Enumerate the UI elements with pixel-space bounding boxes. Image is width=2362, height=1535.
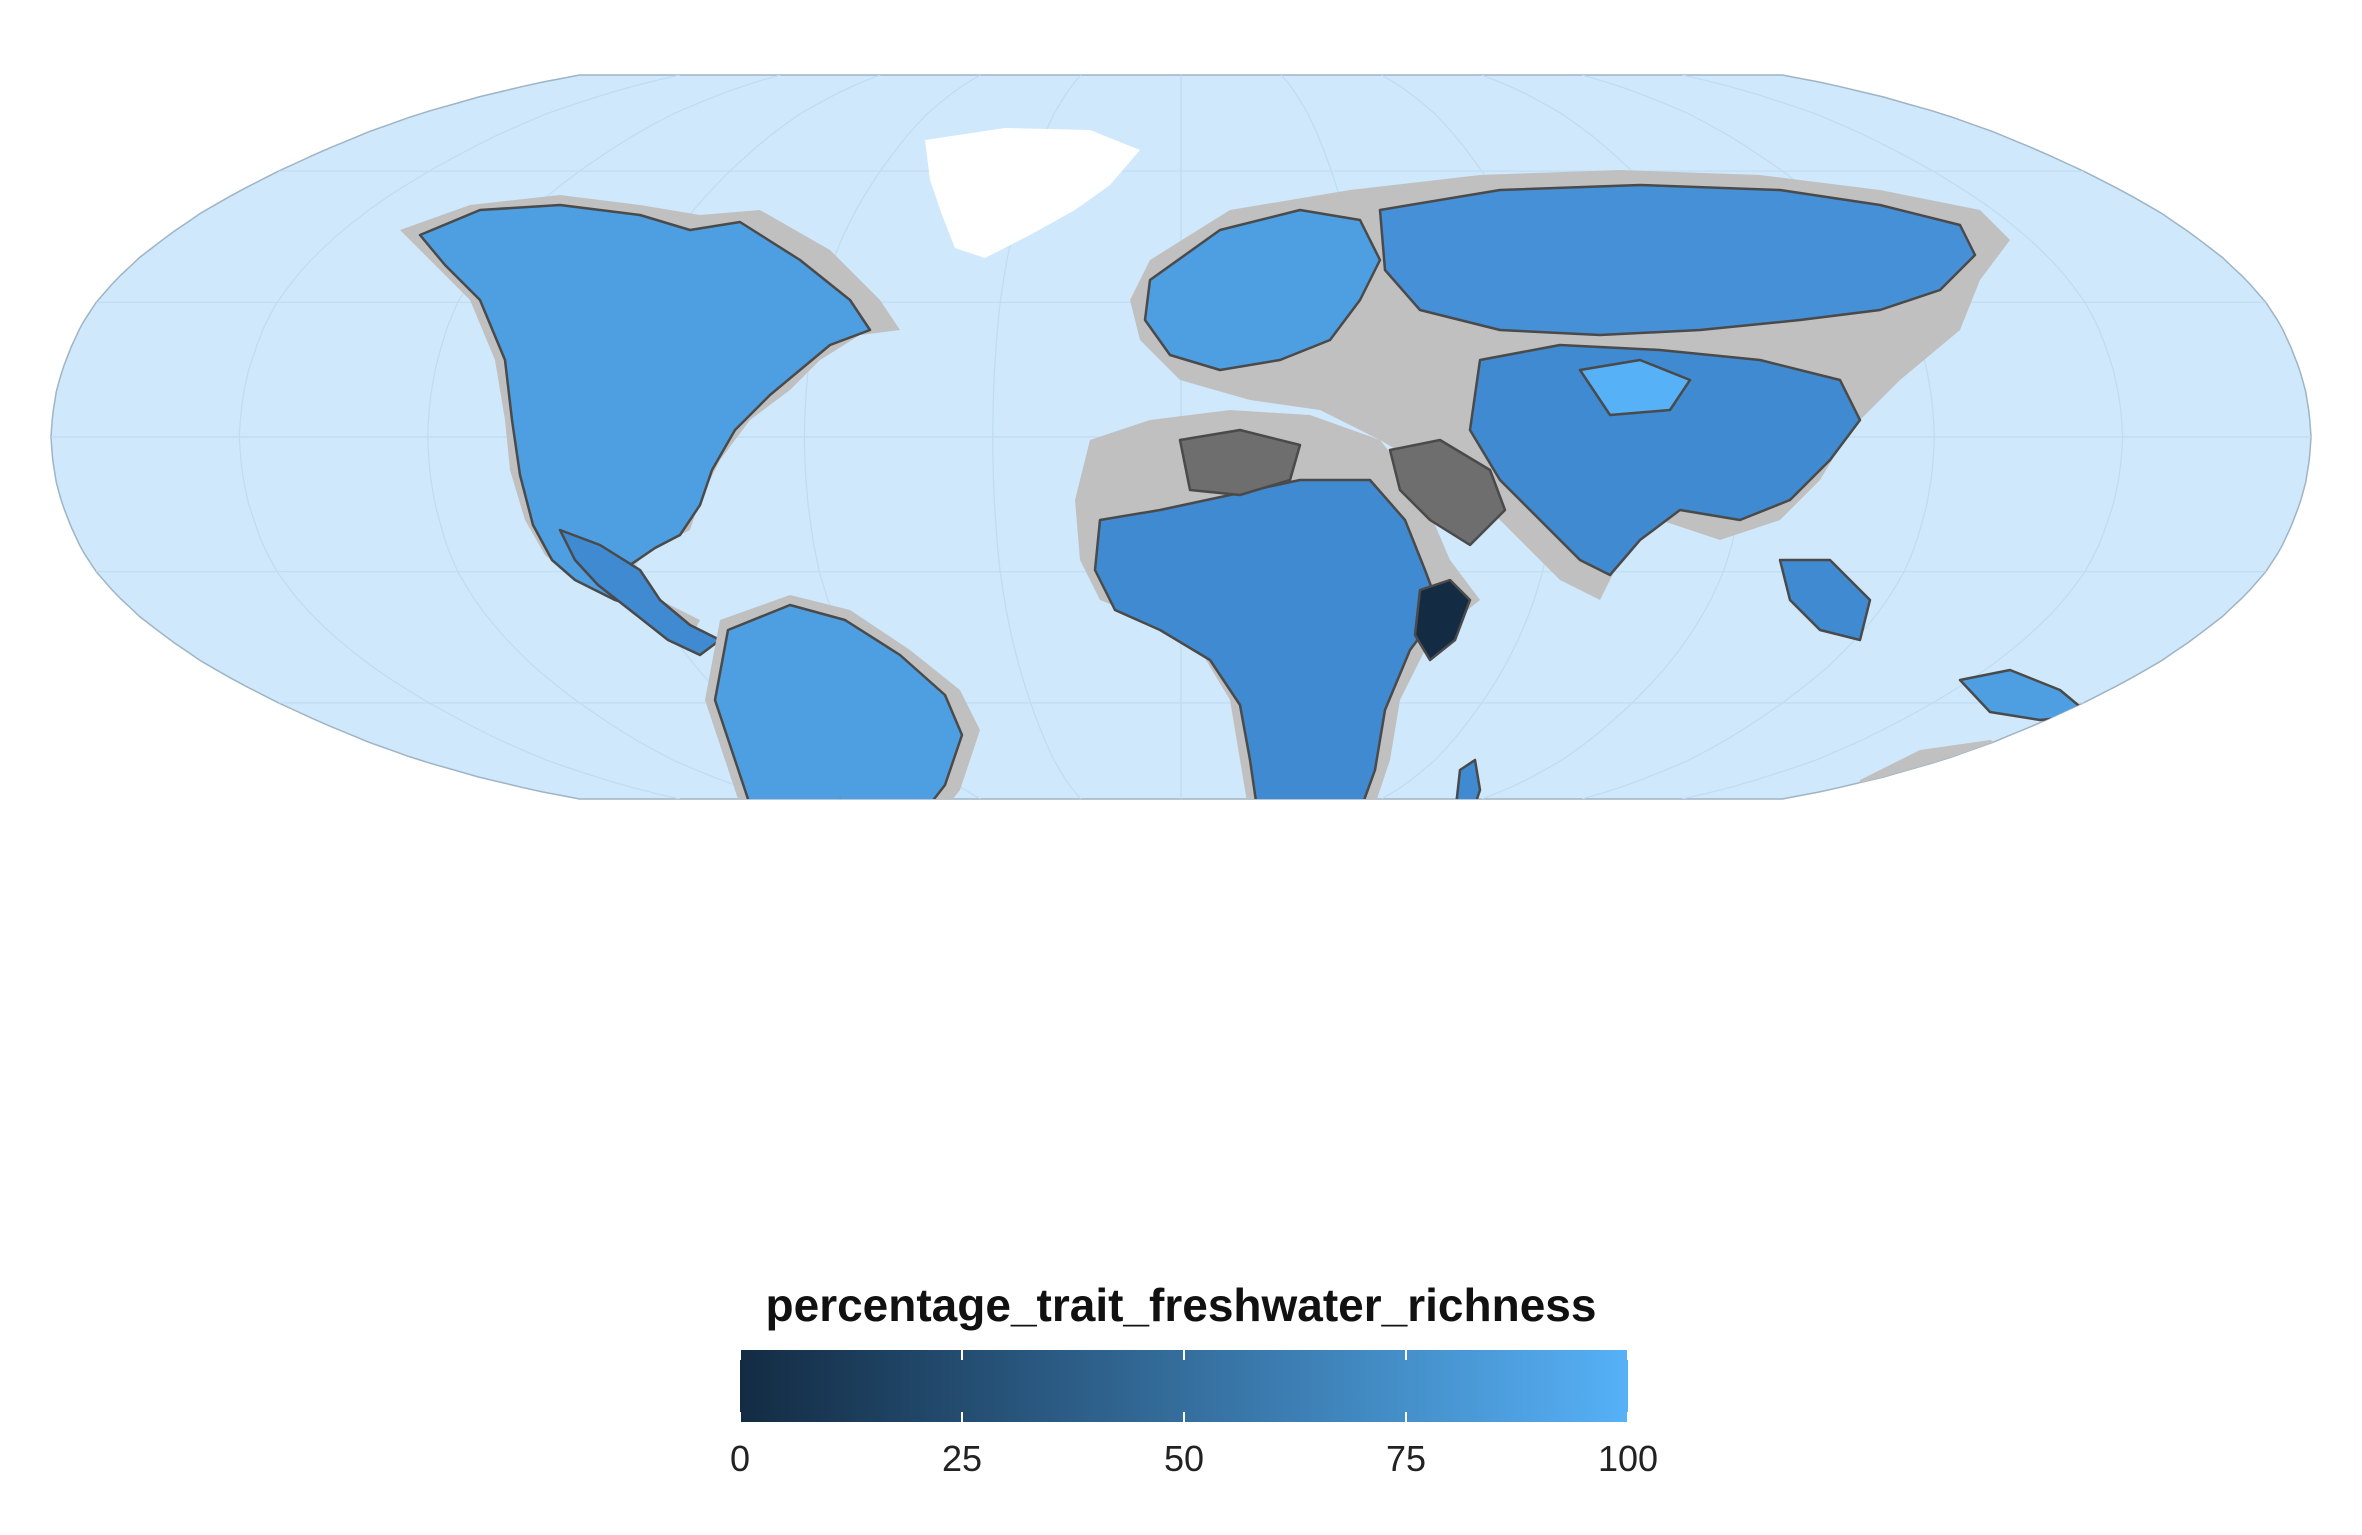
legend-gradient xyxy=(740,1350,1628,1422)
legend-tick-label: 0 xyxy=(729,1438,751,1479)
legend-tick-label: 25 xyxy=(941,1438,983,1479)
sahara-no-data-basins xyxy=(1178,428,1302,497)
north-america-basins xyxy=(418,203,872,627)
legend-tick-label: 100 xyxy=(1597,1438,1659,1479)
europe-basins xyxy=(1143,208,1382,372)
madagascar-basins xyxy=(1453,758,1482,799)
land-areas xyxy=(400,128,2155,1210)
legend-tick-marks xyxy=(739,1350,1629,1422)
legend-tick-label: 75 xyxy=(1385,1438,1427,1479)
new-zealand-basins xyxy=(2095,905,2155,970)
central-asia-bright-basin xyxy=(1578,358,1692,417)
south-america-basins xyxy=(713,603,964,799)
antarctica-ice xyxy=(560,1088,1920,1210)
greenland-ice xyxy=(925,128,1140,258)
arabia-basins xyxy=(1388,438,1507,547)
central-america-basins xyxy=(558,528,722,657)
legend-title: percentage_trait_freshwater_richness xyxy=(765,1279,1597,1331)
siberia-basins xyxy=(1378,183,1977,337)
southeast-asia-basins xyxy=(1778,558,1872,642)
legend-colorbar xyxy=(739,1350,1629,1422)
legend-tick-label: 50 xyxy=(1163,1438,1205,1479)
africa-basins xyxy=(1093,478,1442,799)
australia-basins xyxy=(1958,768,2080,799)
horn-of-africa-dark-basin xyxy=(1413,578,1472,662)
south-america-southern-basins xyxy=(770,798,902,799)
asia-south-basins xyxy=(1468,343,1862,577)
